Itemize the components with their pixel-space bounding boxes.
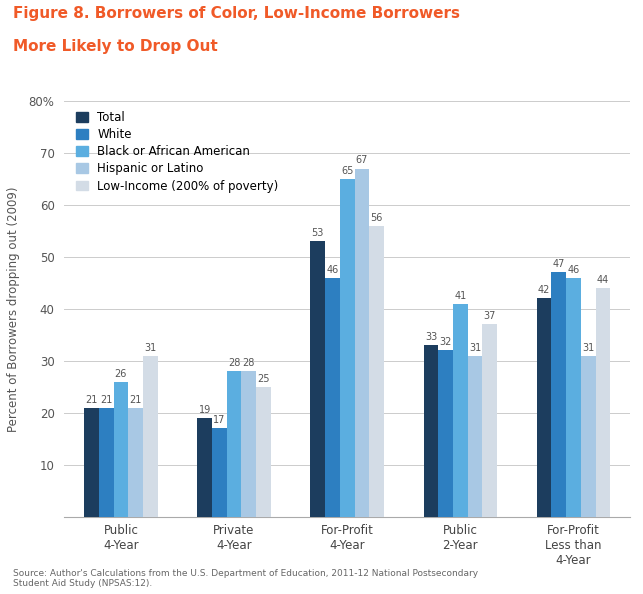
- Text: 37: 37: [484, 311, 496, 321]
- Text: 47: 47: [552, 260, 565, 270]
- Bar: [84, 407, 99, 517]
- Text: 33: 33: [425, 332, 437, 342]
- Bar: [227, 371, 241, 517]
- Bar: [143, 356, 158, 517]
- Bar: [325, 278, 340, 517]
- Bar: [197, 418, 212, 517]
- Bar: [354, 169, 369, 517]
- Text: 65: 65: [341, 166, 354, 176]
- Text: 19: 19: [199, 405, 211, 415]
- Text: 46: 46: [567, 264, 580, 274]
- Bar: [99, 407, 114, 517]
- Bar: [482, 324, 497, 517]
- Bar: [424, 345, 439, 517]
- Text: 32: 32: [439, 337, 452, 347]
- Text: 41: 41: [454, 290, 467, 301]
- Text: 56: 56: [370, 213, 383, 223]
- Text: More Likely to Drop Out: More Likely to Drop Out: [13, 39, 217, 53]
- Text: 21: 21: [129, 394, 142, 405]
- Text: 17: 17: [213, 415, 226, 425]
- Y-axis label: Percent of Borrowers dropping out (2009): Percent of Borrowers dropping out (2009): [7, 186, 21, 432]
- Bar: [340, 179, 354, 517]
- Text: 67: 67: [356, 156, 368, 166]
- Text: Source: Author's Calculations from the U.S. Department of Education, 2011-12 Nat: Source: Author's Calculations from the U…: [13, 568, 478, 588]
- Bar: [439, 350, 453, 517]
- Text: 44: 44: [597, 275, 609, 285]
- Bar: [212, 428, 227, 517]
- Text: 53: 53: [312, 228, 324, 238]
- Text: 31: 31: [469, 343, 481, 352]
- Text: 28: 28: [228, 358, 240, 368]
- Bar: [566, 278, 581, 517]
- Text: 21: 21: [100, 394, 113, 405]
- Bar: [595, 288, 610, 517]
- Bar: [256, 387, 271, 517]
- Text: 31: 31: [582, 343, 594, 352]
- Legend: Total, White, Black or African American, Hispanic or Latino, Low-Income (200% of: Total, White, Black or African American,…: [76, 111, 278, 192]
- Text: 25: 25: [257, 374, 269, 384]
- Bar: [311, 241, 325, 517]
- Bar: [369, 226, 384, 517]
- Bar: [128, 407, 143, 517]
- Bar: [114, 382, 128, 517]
- Bar: [537, 299, 552, 517]
- Text: 42: 42: [538, 285, 550, 295]
- Text: 28: 28: [242, 358, 255, 368]
- Bar: [467, 356, 482, 517]
- Text: 26: 26: [114, 368, 127, 378]
- Text: 31: 31: [144, 343, 156, 352]
- Text: Figure 8. Borrowers of Color, Low-Income Borrowers: Figure 8. Borrowers of Color, Low-Income…: [13, 6, 460, 21]
- Bar: [581, 356, 595, 517]
- Bar: [453, 304, 467, 517]
- Text: 21: 21: [86, 394, 98, 405]
- Text: 46: 46: [327, 264, 339, 274]
- Bar: [241, 371, 256, 517]
- Bar: [552, 273, 566, 517]
